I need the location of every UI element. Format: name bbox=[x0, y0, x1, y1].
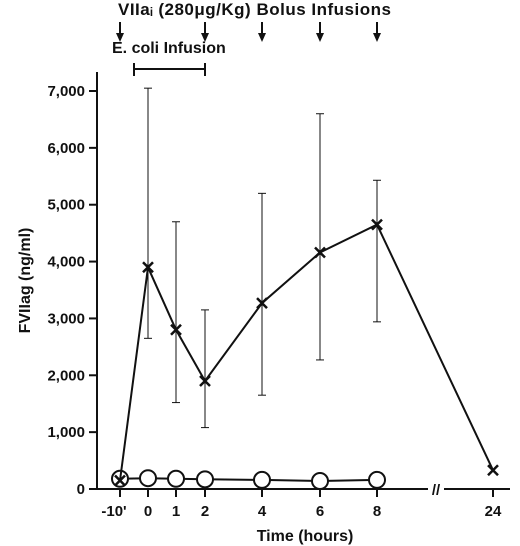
x-tick-label: 2 bbox=[201, 503, 209, 520]
x-tick-label: 0 bbox=[144, 503, 152, 520]
circle-point bbox=[196, 470, 214, 489]
x-axis-label: Time (hours) bbox=[257, 528, 354, 545]
bolus-arrow-icon bbox=[116, 33, 124, 42]
x-point bbox=[314, 246, 326, 259]
x-point bbox=[371, 218, 383, 231]
y-tick-label: 7,000 bbox=[47, 83, 85, 100]
circle-point bbox=[368, 470, 386, 489]
x-axis-break: // bbox=[432, 482, 441, 499]
y-tick-label: 3,000 bbox=[47, 310, 85, 327]
bolus-arrow-icon bbox=[316, 33, 324, 42]
x-point bbox=[256, 297, 268, 309]
y-axis-label: FVIIag (ng/ml) bbox=[17, 228, 34, 334]
x-tick-label: 24 bbox=[485, 503, 502, 520]
circle-point bbox=[311, 472, 329, 491]
y-tick-label: 5,000 bbox=[47, 197, 85, 214]
x-tick-label: 6 bbox=[316, 503, 324, 520]
x-tick-label: 4 bbox=[258, 503, 267, 520]
y-tick-label: 2,000 bbox=[47, 367, 85, 384]
series-circle-line bbox=[119, 477, 378, 483]
ecoli-infusion-annotation: E. coli Infusion bbox=[112, 40, 226, 57]
series-x-line bbox=[119, 223, 494, 481]
circle-point bbox=[167, 469, 185, 488]
bolus-arrow-icon bbox=[373, 33, 381, 42]
x-point bbox=[114, 474, 126, 487]
y-tick-label: 4,000 bbox=[47, 254, 85, 271]
bolus-infusion-annotation: VIIaᵢ (280μg/Kg) Bolus Infusions bbox=[118, 0, 392, 19]
circle-point bbox=[139, 469, 157, 488]
x-tick-label: 1 bbox=[172, 503, 180, 520]
x-tick-label: -10' bbox=[101, 503, 126, 520]
x-point bbox=[170, 323, 182, 336]
y-tick-label: 0 bbox=[77, 481, 85, 498]
bolus-arrow-icon bbox=[258, 33, 266, 42]
y-tick-label: 6,000 bbox=[47, 140, 85, 157]
x-tick-label: 8 bbox=[373, 503, 381, 520]
y-tick-label: 1,000 bbox=[47, 424, 85, 441]
x-point bbox=[142, 261, 154, 274]
x-point bbox=[199, 375, 211, 387]
bolus-arrow-icon bbox=[201, 33, 209, 42]
x-point bbox=[487, 464, 499, 477]
circle-point bbox=[253, 470, 271, 489]
